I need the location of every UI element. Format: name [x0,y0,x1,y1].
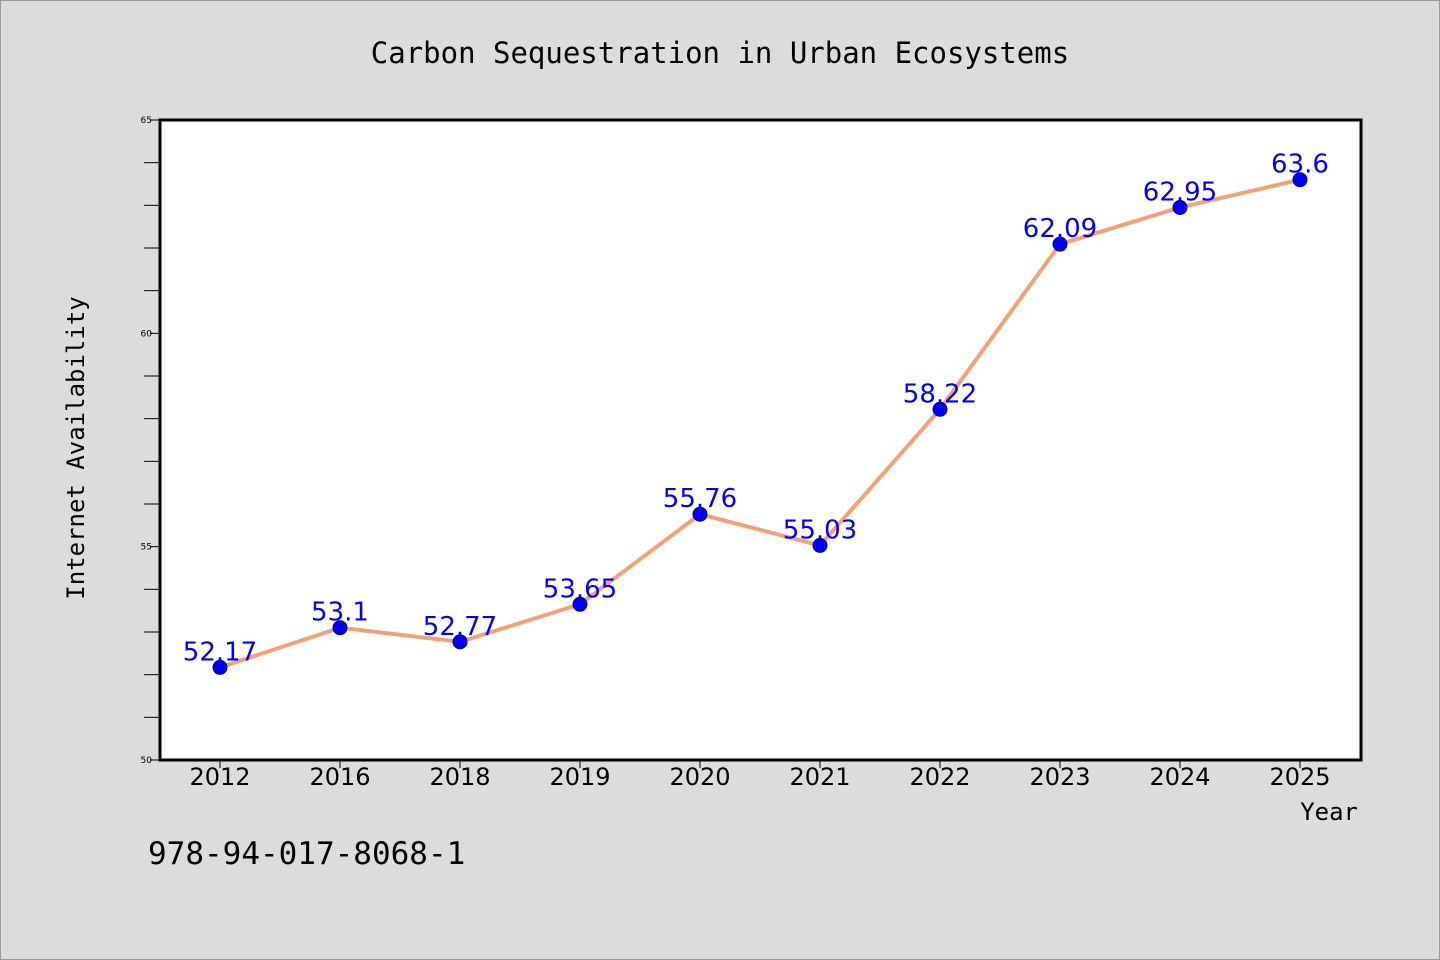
data-point [692,506,708,522]
plot-area [158,118,1363,762]
x-tick-label: 2022 [909,763,970,791]
data-label: 58.22 [903,379,977,409]
x-tick-label: 2020 [669,763,730,791]
data-label: 55.76 [663,484,737,514]
data-label: 53.1 [311,598,369,628]
x-tick-label: 2019 [549,763,610,791]
series-layer: 52.17 53.1 52.77 53.65 55.76 55.03 58.22 62.09 6… [183,150,1329,675]
data-label: 63.6 [1271,150,1329,180]
y-tick-label: 55 [141,543,152,553]
y-tick-label: 60 [141,329,153,339]
data-point [1292,172,1308,188]
data-point [212,659,228,675]
data-label: 52.17 [183,637,257,667]
x-tick-label: 2025 [1269,763,1330,791]
data-point [332,620,348,636]
x-tick-label: 2016 [309,763,370,791]
data-point [452,634,468,650]
x-tick-label: 2018 [429,763,490,791]
x-tick-label: 2012 [189,763,250,791]
data-point [1172,199,1188,215]
data-label: 62.95 [1143,177,1217,207]
data-label: 53.65 [543,574,617,604]
x-tick-label: 2023 [1029,763,1090,791]
y-tick-label: 50 [141,756,153,766]
data-point [932,401,948,417]
x-tick-label: 2021 [789,763,850,791]
y-axis-label: Internet Availability [62,296,90,599]
data-point [812,537,828,553]
data-point [1052,236,1068,252]
y-tick-label: 65 [141,116,152,126]
data-point [572,596,588,612]
y-axis: 50 55 60 65 [141,116,160,766]
isbn-annotation: 978-94-017-8068-1 [148,836,465,872]
data-label: 55.03 [783,515,857,545]
data-label: 62.09 [1023,214,1097,244]
x-axis: 2012 2016 2018 2019 2020 2021 2022 2023 2024 2025 [189,760,1331,791]
x-axis-label: Year [1300,798,1358,826]
chart-title: Carbon Sequestration in Urban Ecosystems [371,36,1069,70]
data-label: 52.77 [423,612,497,642]
x-tick-label: 2024 [1149,763,1210,791]
series-line [218,177,1302,670]
